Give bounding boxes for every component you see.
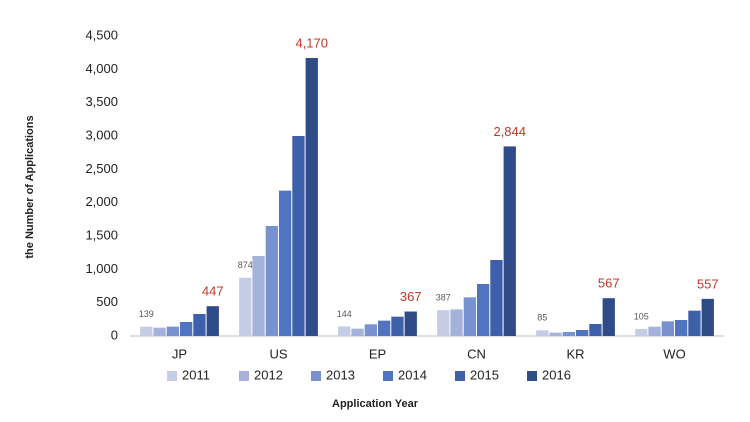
- bar: [477, 284, 490, 336]
- y-tick-label: 1,000: [85, 261, 118, 276]
- legend-label: 2012: [254, 367, 283, 382]
- bar: [602, 298, 615, 336]
- bar: [378, 320, 391, 336]
- bar: [688, 310, 701, 336]
- data-label: 4,170: [295, 35, 328, 50]
- legend-swatch: [527, 371, 537, 381]
- bar: [463, 297, 476, 336]
- bar: [450, 309, 463, 336]
- bar: [265, 226, 278, 336]
- legend-label: 2011: [182, 367, 210, 382]
- bar: [490, 260, 503, 336]
- x-tick-label: US: [269, 346, 287, 361]
- legend-swatch: [383, 371, 393, 381]
- x-tick-label: EP: [369, 346, 386, 361]
- data-label: 85: [537, 313, 547, 323]
- bar: [166, 326, 179, 336]
- bar: [404, 311, 417, 336]
- y-tick-label: 4,000: [85, 61, 118, 76]
- bar: [675, 320, 688, 336]
- bar: [239, 277, 252, 336]
- legend-label: 2013: [326, 367, 355, 382]
- legend-swatch: [311, 371, 321, 381]
- y-tick-label: 2,500: [85, 161, 118, 176]
- y-tick-label: 4,500: [85, 27, 118, 42]
- bar: [549, 332, 562, 336]
- y-tick-label: 2,000: [85, 194, 118, 209]
- bar: [701, 298, 714, 336]
- legend-swatch: [167, 371, 177, 381]
- data-label: 105: [634, 311, 649, 321]
- x-tick-label: JP: [172, 346, 187, 361]
- y-tick-label: 3,500: [85, 94, 118, 109]
- y-tick-label: 3,000: [85, 127, 118, 142]
- x-tick-label: KR: [566, 346, 584, 361]
- bar: [576, 330, 589, 336]
- bar: [279, 190, 292, 336]
- bar: [364, 324, 377, 336]
- bar: [351, 328, 364, 336]
- legend-swatch: [239, 371, 249, 381]
- bar: [635, 329, 648, 336]
- bar: [140, 326, 153, 336]
- x-axis-title: Application Year: [332, 398, 419, 410]
- data-label: 2,844: [493, 124, 526, 139]
- data-label: 144: [337, 309, 352, 319]
- bar: [536, 330, 549, 336]
- data-label: 447: [202, 284, 224, 299]
- bar: [292, 136, 305, 336]
- data-label: 557: [697, 276, 719, 291]
- data-label: 139: [139, 309, 154, 319]
- data-label: 387: [436, 293, 451, 303]
- legend-swatch: [455, 371, 465, 381]
- x-tick-label: WO: [663, 346, 685, 361]
- bar: [193, 314, 206, 336]
- legend-label: 2015: [470, 367, 499, 382]
- bar: [153, 327, 166, 336]
- x-tick-label: CN: [467, 346, 486, 361]
- bar: [391, 316, 404, 336]
- bar: [437, 310, 450, 336]
- bar: [661, 321, 674, 336]
- data-label: 874: [238, 260, 253, 270]
- bar: [338, 326, 351, 336]
- bar: [503, 146, 516, 336]
- bar: [589, 324, 602, 336]
- y-tick-label: 500: [96, 294, 118, 309]
- y-tick-label: 0: [111, 327, 118, 342]
- data-label: 567: [598, 276, 620, 291]
- bar: [562, 332, 575, 336]
- bar: [180, 322, 193, 336]
- y-axis-title: the Number of Applications: [24, 115, 36, 258]
- bar: [206, 306, 219, 336]
- legend-label: 2016: [542, 367, 571, 382]
- y-tick-label: 1,500: [85, 227, 118, 242]
- bar: [252, 256, 265, 336]
- legend-label: 2014: [398, 367, 427, 382]
- bar: [305, 58, 318, 336]
- bar: [648, 326, 661, 336]
- data-label: 367: [400, 289, 422, 304]
